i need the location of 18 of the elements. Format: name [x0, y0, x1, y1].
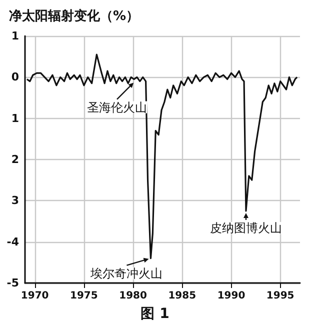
y-tick-label: -5 [6, 276, 19, 290]
y-tick-label: 3 [11, 194, 19, 208]
x-tick-label: 1995 [266, 290, 294, 302]
x-tick-label: 1980 [119, 290, 147, 302]
y-tick-label: 2 [11, 153, 19, 166]
x-tick-label: 1990 [217, 290, 246, 302]
y-tick-label: 1 [11, 30, 19, 42]
x-tick-label: 1970 [20, 290, 49, 302]
annotation: 皮纳图博火山 [210, 220, 282, 235]
caption: 图 1 [140, 306, 170, 322]
x-tick-label: 1975 [70, 290, 98, 302]
y-tick-label: -4 [6, 235, 20, 248]
y-tick-label: 0 [11, 70, 20, 84]
annotation: 圣海伦火山 [87, 100, 147, 114]
chart-title: 净太阳辐射变化（%） [9, 8, 140, 24]
x-tick-label: 1985 [168, 290, 196, 302]
y-tick-label: 1 [11, 112, 19, 125]
annotation: 埃尔奇冲火山 [90, 266, 163, 280]
